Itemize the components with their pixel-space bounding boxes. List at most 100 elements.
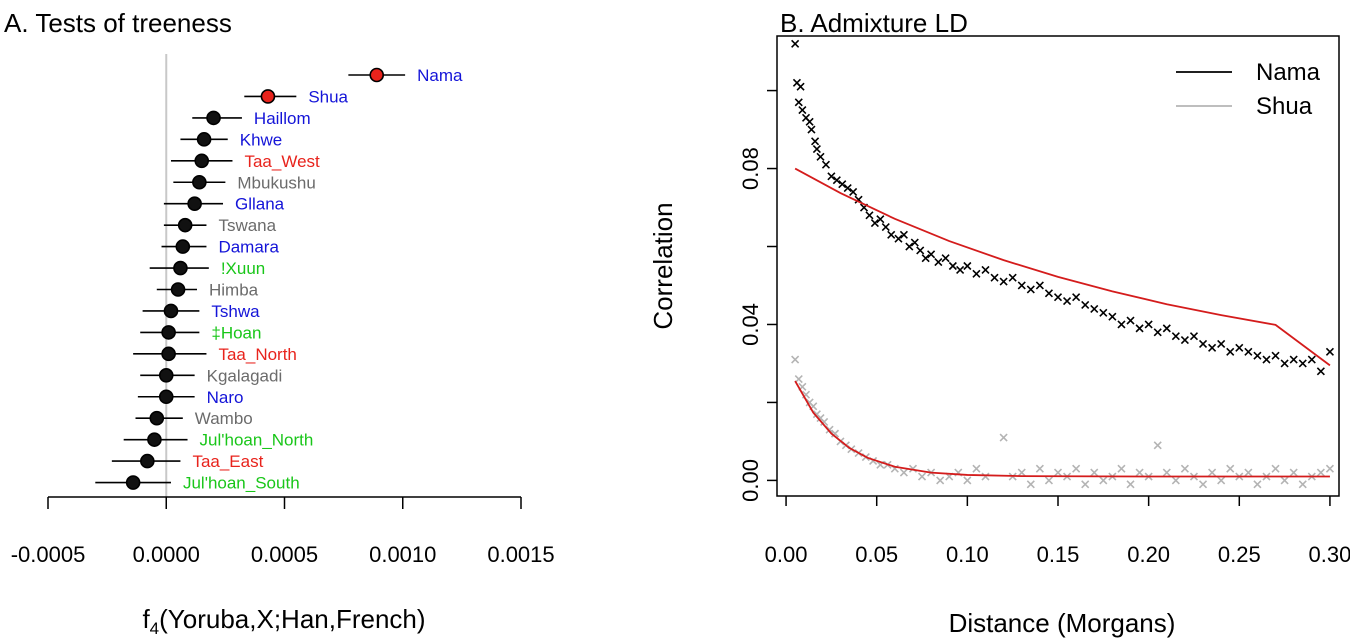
x-tick-label: 0.05 — [855, 542, 898, 567]
population-label: Shua — [308, 87, 348, 106]
x-tick-label: 0.15 — [1037, 542, 1080, 567]
data-point — [1090, 304, 1099, 313]
fit-curve-shua — [794, 380, 1330, 478]
data-point — [1289, 355, 1298, 364]
admixture-ld-panel: B. Admixture LD 0.00 0.05 0.10 0.15 0.20 0.25… — [648, 8, 1350, 638]
x-tick-label: 0.0015 — [487, 542, 554, 567]
estimate-point — [163, 303, 179, 319]
data-point — [887, 230, 896, 239]
data-point — [1126, 480, 1135, 489]
data-point — [990, 273, 999, 282]
data-point — [1108, 312, 1117, 321]
x-tick-label: -0.0005 — [11, 542, 86, 567]
series-shua-points — [791, 355, 1335, 489]
x-tick-label: 0.0010 — [369, 542, 436, 567]
data-point — [1289, 468, 1298, 477]
data-point — [999, 277, 1008, 286]
data-point — [1208, 343, 1217, 352]
population-row: Taa_East — [111, 452, 264, 471]
data-point — [865, 211, 874, 220]
estimate-point — [158, 367, 174, 383]
data-point — [1271, 351, 1280, 360]
data-point — [876, 215, 885, 224]
estimate-point — [173, 260, 188, 276]
data-point — [1198, 339, 1208, 349]
population-row: ‡Hoan — [140, 323, 261, 342]
data-point — [1171, 332, 1180, 341]
data-point — [791, 355, 800, 364]
data-point — [981, 265, 990, 274]
y-tick-label: 0.04 — [738, 303, 763, 346]
data-point — [1253, 480, 1262, 489]
data-point — [908, 464, 918, 473]
data-point — [1280, 359, 1289, 368]
data-point — [1081, 300, 1090, 310]
data-point — [1208, 468, 1217, 477]
population-label: Kgalagadi — [207, 366, 283, 385]
data-point — [1271, 464, 1280, 473]
population-label: Damara — [218, 238, 279, 257]
data-point — [825, 425, 834, 434]
panel-b-title: B. Admixture LD — [780, 8, 968, 38]
data-point — [807, 125, 816, 134]
fit-curve-nama — [794, 167, 1331, 367]
population-label: Mbukushu — [237, 173, 315, 192]
y-axis-label: Correlation — [648, 202, 678, 329]
data-point — [1117, 464, 1126, 473]
population-row: !Xuun — [149, 259, 265, 278]
data-point — [1099, 476, 1108, 485]
population-row: Haillom — [192, 109, 311, 128]
data-point — [963, 261, 972, 271]
data-point — [1035, 281, 1044, 290]
data-point — [811, 137, 820, 146]
x-tick-label: 0.20 — [1127, 542, 1170, 567]
data-point — [999, 433, 1008, 442]
data-point — [921, 254, 930, 263]
data-point — [830, 429, 840, 438]
population-row: Damara — [161, 238, 279, 257]
estimate-point — [170, 282, 186, 297]
x-tick-label: 0.00 — [765, 542, 808, 567]
population-label: ‡Hoan — [211, 323, 261, 342]
population-label: Gllana — [235, 195, 285, 214]
estimate-point — [147, 432, 162, 447]
x-axis-label-rest: (Yoruba,X;Han,French) — [159, 604, 425, 634]
population-row: Jul'hoan_North — [123, 431, 313, 450]
data-point — [881, 222, 890, 232]
data-point — [1180, 336, 1189, 345]
x-tick-label: 0.10 — [946, 542, 989, 567]
estimate-point — [196, 132, 212, 147]
data-point — [1171, 476, 1180, 485]
data-point — [1162, 468, 1171, 477]
data-point — [820, 417, 829, 426]
data-point — [1017, 281, 1026, 290]
series-nama-points — [791, 39, 1335, 376]
data-point — [1008, 273, 1017, 282]
data-point — [1026, 285, 1035, 294]
data-point — [956, 265, 965, 274]
data-point — [1307, 355, 1316, 364]
data-point — [796, 82, 805, 91]
data-point — [1044, 476, 1054, 485]
data-point — [794, 98, 803, 107]
population-label: Himba — [209, 281, 259, 300]
data-point — [1298, 359, 1307, 368]
population-row: Taa_North — [133, 345, 297, 364]
estimate-point — [149, 410, 165, 426]
estimate-point — [187, 196, 202, 211]
estimate-point — [140, 453, 155, 469]
x-axis-label: f4(Yoruba,X;Han,French) — [142, 604, 425, 638]
data-point — [1053, 468, 1063, 477]
population-label: Taa_East — [192, 452, 263, 471]
population-label: Tshwa — [211, 302, 260, 321]
data-point — [1298, 480, 1307, 489]
population-label: Taa_North — [218, 345, 296, 364]
population-row: Wambo — [135, 409, 253, 428]
data-point — [798, 106, 807, 115]
data-point — [1035, 464, 1044, 473]
population-row: Khwe — [180, 130, 282, 149]
data-point — [948, 261, 957, 271]
legend: Nama Shua — [1176, 59, 1321, 120]
data-point — [1153, 441, 1162, 450]
data-point — [1017, 468, 1026, 477]
